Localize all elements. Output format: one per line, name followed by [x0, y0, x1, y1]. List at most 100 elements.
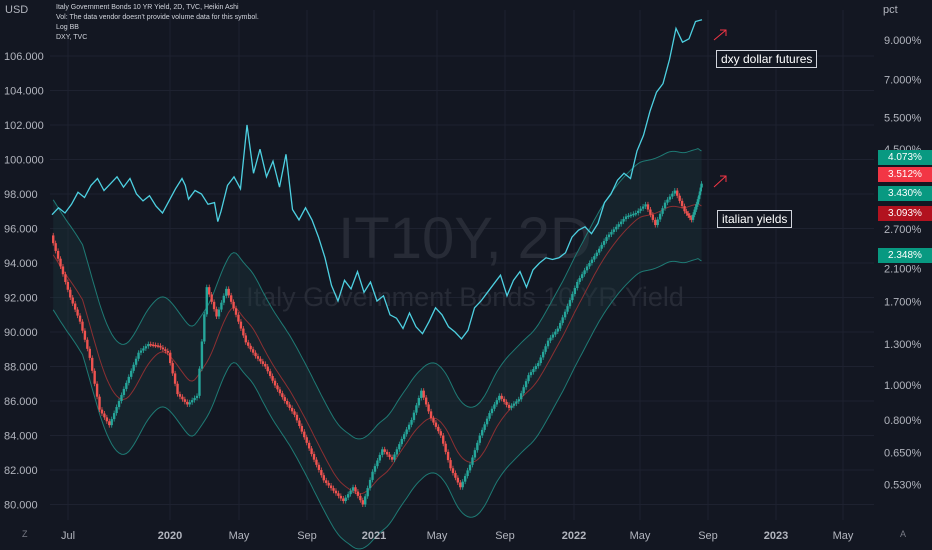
it10y-candle: [546, 340, 550, 347]
it10y-candle: [624, 216, 628, 220]
time-axis: Jul 2020 May Sep 2021 May Sep 2022 May Sep 2023 May: [61, 530, 854, 542]
it10y-candle: [639, 208, 642, 211]
it10y-candle: [651, 214, 655, 220]
it10y-candle: [454, 473, 457, 478]
it10y-candle: [95, 383, 99, 397]
it10y-candle: [208, 287, 211, 295]
auto-scale-toggle[interactable]: A: [900, 529, 907, 539]
bollinger-lower: [52, 258, 702, 550]
annotation-italian[interactable]: italian yields: [717, 210, 793, 228]
it10y-candle: [563, 311, 567, 318]
it10y-candle: [359, 495, 362, 501]
it10y-candle: [583, 270, 586, 275]
it10y-candle: [264, 363, 267, 367]
it10y-candle: [271, 375, 274, 381]
it10y-candle: [444, 443, 447, 452]
legend-line-dxy[interactable]: DXY, TVC: [56, 34, 88, 41]
it10y-candle: [649, 209, 652, 215]
it10y-candle: [700, 183, 703, 188]
it10y-candle: [388, 454, 391, 458]
it10y-candle: [327, 482, 330, 486]
right-axis-tick: 1.300%: [884, 339, 922, 351]
legend-line-symbol[interactable]: Italy Government Bonds 10 YR Yield, 2D, …: [56, 4, 239, 11]
it10y-candle: [654, 219, 657, 226]
it10y-candle: [346, 494, 350, 498]
it10y-candle: [307, 442, 311, 449]
it10y-candle: [93, 370, 96, 384]
it10y-candle: [195, 395, 199, 398]
log-scale-toggle[interactable]: Z: [22, 529, 28, 539]
it10y-candle: [229, 295, 233, 302]
it10y-candle: [585, 266, 589, 271]
left-axis: 106.000 104.000 102.000 100.000 98.000 96.000…: [4, 51, 44, 512]
it10y-candle: [361, 500, 364, 505]
it10y-candle: [532, 369, 535, 373]
it10y-candle: [178, 394, 182, 397]
it10y-candle: [139, 350, 143, 353]
it10y-candle: [164, 349, 167, 351]
left-axis-tick: 82.000: [4, 465, 38, 477]
right-axis-tick: 0.650%: [884, 448, 922, 460]
it10y-candle: [237, 314, 240, 322]
it10y-candle: [127, 376, 130, 383]
it10y-candle: [698, 191, 702, 196]
annotation-arrow-head: [720, 175, 727, 182]
it10y-candle: [476, 442, 479, 451]
it10y-candle: [81, 321, 84, 331]
time-axis-tick: May: [630, 530, 651, 542]
it10y-candle: [422, 390, 425, 398]
it10y-candle: [517, 399, 520, 402]
left-axis-currency[interactable]: USD: [5, 4, 29, 16]
it10y-candle: [686, 213, 690, 216]
it10y-candle: [617, 224, 620, 227]
it10y-candle: [368, 479, 372, 489]
it10y-candle: [427, 404, 430, 412]
annotation-arrows: [713, 29, 727, 188]
it10y-candle: [522, 387, 525, 394]
it10y-candle: [54, 243, 57, 251]
it10y-candle: [566, 306, 569, 312]
it10y-candle: [300, 426, 304, 432]
it10y-candle: [688, 215, 692, 218]
it10y-candle: [132, 364, 135, 371]
it10y-candle: [490, 408, 494, 414]
it10y-candle: [459, 482, 462, 488]
it10y-candle: [678, 195, 681, 201]
it10y-candle: [559, 322, 562, 329]
it10y-candle: [193, 397, 196, 401]
it10y-candle: [283, 397, 286, 401]
it10y-candle: [481, 429, 484, 436]
it10y-candle: [200, 341, 204, 369]
price-badge-1: 4.073%: [878, 150, 932, 165]
it10y-candle: [607, 234, 611, 238]
it10y-candle: [680, 200, 684, 207]
it10y-candle: [576, 281, 579, 289]
left-axis-tick: 104.000: [4, 86, 44, 98]
dxy-line: [51, 19, 703, 340]
bollinger-basis: [52, 203, 702, 495]
price-badge-4: 3.093%: [878, 206, 932, 221]
it10y-candle: [295, 414, 299, 421]
it10y-candle: [622, 219, 625, 222]
right-axis-tick: 2.700%: [884, 224, 922, 236]
it10y-candle: [510, 405, 513, 408]
left-axis-tick: 94.000: [4, 258, 38, 270]
it10y-candle: [556, 328, 559, 332]
it10y-candle: [544, 346, 547, 352]
legend-line-bb[interactable]: Log BB: [56, 24, 79, 31]
it10y-candle: [500, 395, 503, 399]
it10y-candle: [685, 211, 688, 214]
it10y-candle: [256, 356, 260, 359]
watermark-name: Italy Government Bonds 10 YR Yield: [246, 282, 684, 312]
it10y-candle: [439, 431, 442, 436]
it10y-candle: [605, 237, 608, 242]
it10y-candle: [466, 470, 469, 477]
it10y-candle: [505, 401, 508, 405]
it10y-candle: [493, 404, 496, 409]
it10y-candle: [212, 301, 216, 310]
annotation-dxy[interactable]: dxy dollar futures: [716, 50, 818, 68]
it10y-candle: [322, 475, 325, 481]
it10y-candle: [317, 464, 321, 470]
it10y-candle: [105, 417, 109, 422]
